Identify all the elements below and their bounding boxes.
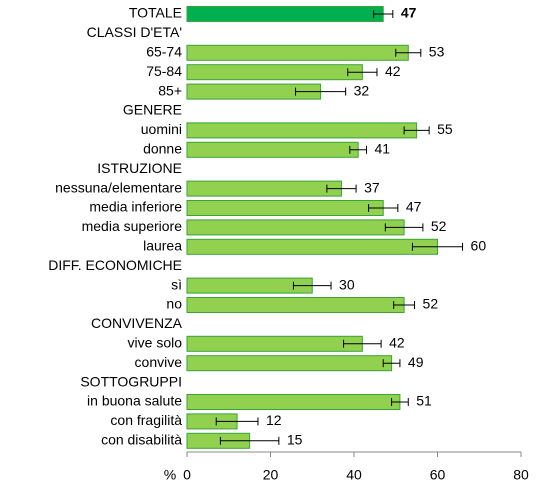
bar bbox=[186, 64, 363, 81]
bar bbox=[186, 335, 363, 352]
y-tick-label: donne bbox=[143, 141, 182, 157]
value-label: 47 bbox=[406, 199, 422, 215]
x-tick-label: 0 bbox=[183, 467, 191, 483]
y-tick-label: in buona salute bbox=[87, 393, 182, 409]
x-tick-label: 60 bbox=[430, 467, 446, 483]
value-label: 37 bbox=[364, 179, 380, 195]
y-tick-label: 85+ bbox=[158, 82, 182, 98]
value-label: 15 bbox=[287, 432, 303, 448]
x-tick-label: 20 bbox=[263, 467, 279, 483]
y-tick-label: ISTRUZIONE bbox=[97, 160, 182, 176]
y-tick-label: media superiore bbox=[82, 218, 183, 234]
value-label: 53 bbox=[429, 44, 445, 60]
value-label: 52 bbox=[431, 218, 447, 234]
y-tick-label: CLASSI D'ETA' bbox=[87, 24, 182, 40]
bar bbox=[186, 355, 393, 372]
y-tick-label: GENERE bbox=[123, 102, 182, 118]
bar bbox=[186, 219, 405, 236]
value-label: 32 bbox=[354, 82, 370, 98]
bar bbox=[186, 44, 409, 61]
y-tick-label: convive bbox=[135, 354, 183, 370]
value-label: 60 bbox=[471, 238, 487, 254]
y-tick-label: 75-84 bbox=[146, 63, 182, 79]
value-label: 12 bbox=[266, 412, 282, 428]
y-tick-label: TOTALE bbox=[129, 5, 182, 21]
value-label: 42 bbox=[389, 335, 405, 351]
y-tick-label: no bbox=[166, 296, 182, 312]
bar bbox=[186, 238, 438, 255]
value-label: 42 bbox=[385, 63, 401, 79]
y-tick-label: uomini bbox=[141, 121, 182, 137]
bar bbox=[186, 6, 384, 22]
value-label: 52 bbox=[423, 296, 439, 312]
value-label: 55 bbox=[437, 121, 453, 137]
x-tick-label: 40 bbox=[346, 467, 362, 483]
y-tick-label: vive solo bbox=[128, 335, 183, 351]
bar bbox=[186, 141, 359, 158]
y-tick-label: sì bbox=[171, 276, 182, 292]
bar bbox=[186, 122, 418, 139]
y-tick-label: nessuna/elementare bbox=[55, 179, 182, 195]
bar bbox=[186, 394, 401, 410]
y-tick-label: con disabilità bbox=[101, 432, 182, 448]
value-label: 51 bbox=[416, 393, 432, 409]
value-label: 30 bbox=[339, 276, 355, 292]
y-tick-label: laurea bbox=[143, 238, 182, 254]
bar bbox=[186, 200, 384, 216]
x-tick-label: 80 bbox=[513, 467, 529, 483]
y-tick-label: 65-74 bbox=[146, 44, 182, 60]
value-label: 47 bbox=[401, 5, 417, 21]
y-tick-label: DIFF. ECONOMICHE bbox=[48, 257, 182, 273]
value-label: 49 bbox=[408, 354, 424, 370]
bar bbox=[186, 180, 342, 197]
y-tick-label: media inferiore bbox=[89, 199, 182, 215]
value-label: 41 bbox=[375, 141, 391, 157]
bar bbox=[186, 297, 405, 313]
y-tick-label: CONVIVENZA bbox=[91, 315, 183, 331]
y-tick-label: SOTTOGRUPPI bbox=[80, 373, 182, 389]
x-axis-label: % bbox=[164, 467, 176, 483]
y-tick-label: con fragilità bbox=[110, 412, 182, 428]
